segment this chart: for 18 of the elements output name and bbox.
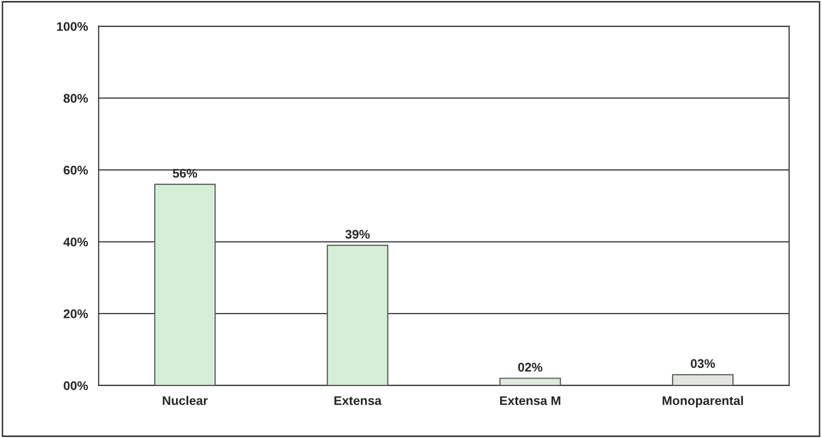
bar — [154, 184, 216, 386]
bar — [326, 244, 388, 386]
data-label: 03% — [690, 359, 715, 368]
data-label: 39% — [345, 230, 370, 239]
data-label: 02% — [518, 362, 542, 372]
x-tick-label: Monoparental — [662, 396, 743, 408]
bar — [672, 374, 734, 386]
y-tick-label: 80% — [64, 94, 88, 103]
x-tick-label: Extensa M — [500, 396, 560, 406]
x-tick-label: Nuclear — [162, 396, 208, 406]
y-tick-label: 60% — [64, 166, 88, 175]
y-tick-label: 100% — [57, 22, 88, 31]
y-tick-label: 40% — [63, 238, 88, 246]
bar — [499, 378, 561, 386]
data-label: 56% — [172, 168, 198, 178]
y-tick-label: 00% — [64, 381, 88, 390]
x-tick-label: Extensa — [334, 396, 382, 406]
y-tick-label: 20% — [64, 309, 88, 318]
